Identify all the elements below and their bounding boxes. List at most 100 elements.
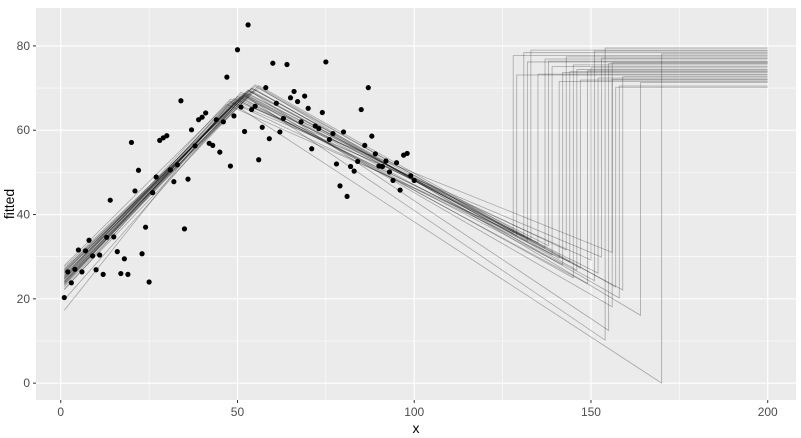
data-point [150,190,156,196]
data-point [252,103,258,109]
data-point [404,150,410,157]
data-point [199,114,205,120]
data-point [68,280,74,286]
data-point [128,139,135,146]
data-point [114,249,120,255]
data-point [111,234,117,240]
fitted-line [64,79,768,271]
data-point [337,183,343,189]
data-point [280,115,287,122]
fitted-line [63,52,768,284]
data-point [132,188,138,194]
data-point [241,128,248,135]
data-point [224,74,230,80]
data-point [72,266,78,272]
data-point [139,251,145,257]
data-point [188,127,195,133]
data-point [372,151,378,157]
data-point [259,124,265,130]
data-point [358,106,364,113]
data-point [153,174,159,180]
data-point [107,197,113,203]
data-point [302,93,308,99]
fitted-line [63,77,768,287]
data-point [256,157,262,163]
data-point [284,61,290,68]
data-point [185,176,191,182]
y-tick-label: 20 [17,292,31,306]
data-point [61,294,67,301]
major-gridlines [36,8,796,400]
data-point [291,88,297,95]
data-point [298,119,304,125]
fitted-line [63,76,768,291]
fitted-line [63,61,768,285]
data-point [393,160,400,166]
data-point [93,267,99,273]
fitted-line [64,82,768,316]
data-point [167,167,173,173]
fitted-line [63,47,768,341]
minor-gridlines [36,8,796,400]
data-point [323,59,329,65]
fitted-line [63,58,768,276]
fitted-line [63,70,768,285]
fitted-line [63,69,768,273]
fitted-line [64,80,768,268]
y-axis-title: fitted [1,189,17,219]
data-point [125,271,131,277]
data-point [104,234,110,240]
data-point [333,161,340,167]
fitted-line [63,78,768,308]
y-axis-ticks: 0 20 40 60 80 [17,39,36,390]
data-point [277,129,283,135]
fitted-line [63,73,768,266]
data-point [273,100,279,106]
fitted-line [63,74,768,280]
data-point [408,173,414,179]
data-point [146,279,152,285]
data-point [234,47,241,53]
data-point [390,177,396,183]
data-point [294,98,301,105]
data-point [316,125,322,132]
fitted-line [63,62,768,278]
data-point [344,193,350,200]
y-tick-label: 40 [17,208,31,222]
x-tick-label: 100 [404,405,424,419]
fitted-line [63,67,768,280]
x-axis-title: x [413,420,420,436]
data-point [82,248,89,254]
data-point [386,169,393,175]
fitted-line [63,50,768,291]
data-point [287,95,294,101]
data-point [65,269,71,275]
data-point [118,270,124,277]
data-point [362,142,368,149]
data-point [181,226,188,232]
fitted-line [63,57,768,283]
data-point [135,167,142,173]
data-point [178,98,184,104]
data-point [192,143,198,149]
data-point [348,163,354,170]
y-tick-label: 80 [17,39,31,53]
fitted-line [63,85,768,299]
data-point [266,136,272,142]
data-point [326,136,332,143]
data-point [75,247,82,253]
fitted-line [63,53,768,384]
fitted-line [63,72,768,276]
data-point [86,237,92,243]
data-point [305,105,311,111]
x-tick-label: 50 [231,405,245,419]
x-tick-label: 200 [758,405,778,419]
y-tick-label: 0 [23,376,30,390]
data-point [270,60,276,66]
data-point [217,149,223,155]
fitted-line [63,56,768,284]
fitted-line [63,55,768,271]
data-point [171,179,177,185]
data-point [79,269,85,275]
